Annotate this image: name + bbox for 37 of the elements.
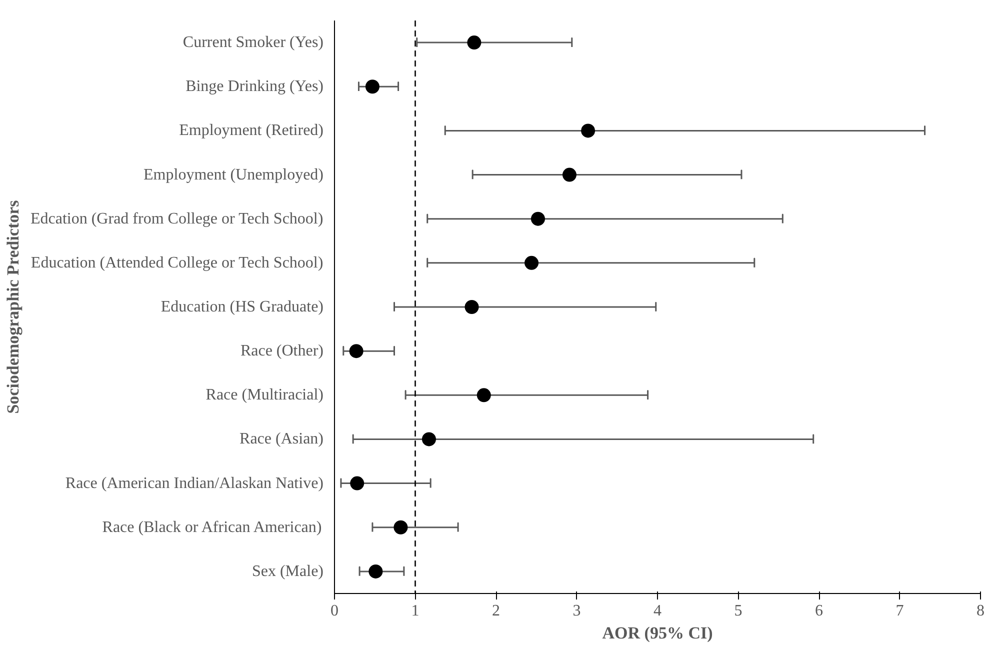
x-tick-label: 7	[896, 602, 904, 620]
y-tick-label: Race (American Indian/Alaskan Native)	[65, 474, 324, 492]
x-tick-label: 5	[734, 602, 742, 620]
point	[422, 432, 436, 446]
point	[476, 388, 491, 402]
point	[464, 300, 479, 314]
point	[368, 564, 383, 578]
y-tick-label: Race (Other)	[240, 342, 324, 360]
x-tick-label: 0	[330, 602, 338, 620]
y-tick-label: Current Smoker (Yes)	[182, 34, 324, 52]
y-tick-label: Sex (Male)	[252, 562, 324, 580]
point	[524, 256, 539, 270]
point	[530, 212, 545, 226]
y-tick-label: Employment (Unemployed)	[144, 166, 324, 184]
x-tick-label: 1	[411, 602, 420, 620]
y-axis-title: Sociodemographic Predictors	[3, 200, 22, 414]
x-tick-label: 2	[492, 602, 500, 620]
point	[350, 476, 364, 490]
y-tick-label: Education (Attended College or Tech School)	[30, 254, 324, 272]
y-tick-label: Race (Black or African American)	[102, 518, 322, 536]
point	[394, 520, 408, 534]
point	[349, 344, 364, 358]
x-tick-label: 3	[572, 602, 581, 620]
x-tick-label: 8	[976, 602, 984, 620]
x-tick-label: 6	[815, 602, 823, 620]
y-tick-label: Race (Multiracial)	[206, 386, 324, 404]
y-tick-label: Edcation (Grad from College or Tech School)	[30, 210, 324, 228]
y-tick-label: Employment (Retired)	[179, 122, 324, 140]
x-axis-title: AOR (95% CI)	[602, 624, 713, 642]
point	[467, 36, 482, 50]
y-tick-label: Binge Drinking (Yes)	[186, 78, 324, 96]
y-tick-label: Education (HS Graduate)	[160, 298, 324, 316]
point	[365, 80, 380, 94]
point	[562, 168, 576, 182]
x-tick-label: 4	[654, 602, 662, 620]
point	[581, 124, 596, 138]
y-tick-label: Race (Asian)	[240, 430, 324, 448]
